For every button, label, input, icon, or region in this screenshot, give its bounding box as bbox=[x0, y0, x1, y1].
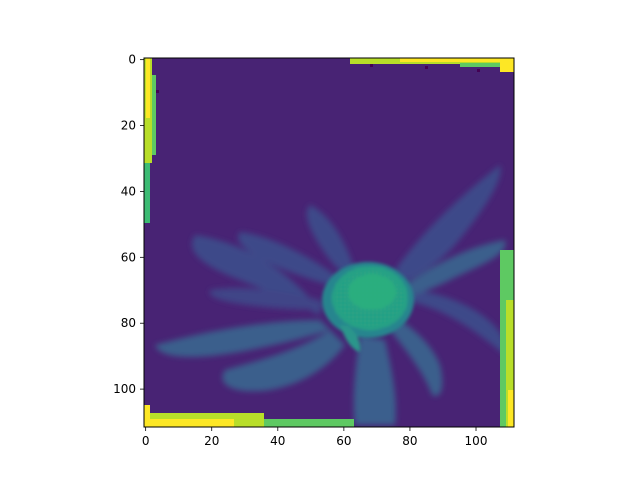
petal-upper-left-long bbox=[209, 288, 325, 310]
y-tick-label: 60 bbox=[121, 250, 136, 264]
petal-bottom-right bbox=[390, 320, 443, 396]
petal-bottom-left bbox=[222, 330, 345, 392]
border-artifacts bbox=[144, 58, 514, 427]
petal-right-lower bbox=[400, 290, 506, 355]
axes-frame bbox=[143, 57, 515, 428]
x-tick-label: 80 bbox=[402, 434, 417, 448]
petal-top bbox=[306, 205, 355, 280]
petal-right bbox=[405, 240, 506, 298]
petal-top-left bbox=[238, 232, 340, 288]
petal-lower-left bbox=[155, 320, 330, 357]
x-tick-label: 100 bbox=[465, 434, 488, 448]
petal-upper-right bbox=[395, 165, 501, 282]
y-tick-label: 80 bbox=[121, 316, 136, 330]
heatmap-image bbox=[144, 58, 514, 427]
flower-petals bbox=[155, 165, 506, 425]
y-tick-label: 0 bbox=[128, 53, 136, 67]
petal-bottom bbox=[353, 335, 396, 425]
x-tick-label: 60 bbox=[336, 434, 351, 448]
x-tick-label: 0 bbox=[142, 434, 150, 448]
y-tick-label: 40 bbox=[121, 184, 136, 198]
y-axis: 0 20 40 60 80 100 bbox=[113, 53, 144, 396]
x-axis: 0 20 40 60 80 100 bbox=[142, 427, 488, 448]
x-tick-label: 20 bbox=[204, 434, 219, 448]
x-tick-label: 40 bbox=[270, 434, 285, 448]
y-tick-label: 20 bbox=[121, 119, 136, 133]
y-tick-label: 100 bbox=[113, 382, 136, 396]
flower-center bbox=[322, 262, 414, 352]
